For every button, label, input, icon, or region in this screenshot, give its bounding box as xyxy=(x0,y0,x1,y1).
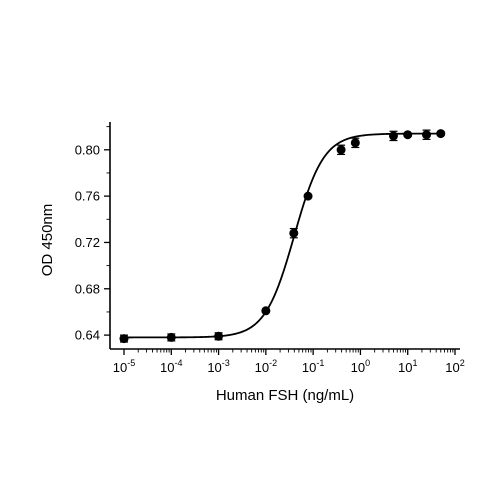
x-tick-base: 10 xyxy=(160,360,174,375)
x-tick-base: 10 xyxy=(445,360,459,375)
x-tick-exponent: -4 xyxy=(175,358,183,368)
x-tick-label: 101 xyxy=(398,358,417,375)
x-tick-exponent: -3 xyxy=(222,358,230,368)
x-tick-exponent: 1 xyxy=(412,358,417,368)
data-point xyxy=(119,334,129,344)
x-tick-exponent: -2 xyxy=(269,358,277,368)
y-tick-label: 0.72 xyxy=(75,235,100,250)
data-point xyxy=(422,130,432,140)
y-tick-group: 0.64 0.68 0.72 0.76 0.80 xyxy=(75,126,110,343)
data-point xyxy=(303,191,313,201)
data-point xyxy=(336,145,346,155)
y-tick-label: 0.64 xyxy=(75,328,100,343)
data-point xyxy=(166,332,176,342)
x-tick-exponent: 2 xyxy=(460,358,465,368)
y-tick-label: 0.76 xyxy=(75,189,100,204)
x-tick-exponent: -1 xyxy=(316,358,324,368)
x-tick-base: 10 xyxy=(255,360,269,375)
data-point xyxy=(436,129,446,139)
data-point xyxy=(403,130,413,140)
x-tick-base: 10 xyxy=(302,360,316,375)
y-tick-label: 0.68 xyxy=(75,281,100,296)
x-tick-label: 10-2 xyxy=(255,358,277,375)
x-tick-label: 10-1 xyxy=(302,358,324,375)
x-tick-group: 10-5 10-4 10-3 10-2 10-1 100 101 102 xyxy=(113,349,465,375)
x-tick-label: 10-3 xyxy=(207,358,229,375)
data-points xyxy=(119,129,446,344)
y-tick-label: 0.80 xyxy=(75,142,100,157)
data-point xyxy=(350,138,360,148)
fit-curve xyxy=(124,132,441,339)
y-axis-label: OD 450nm xyxy=(39,204,56,277)
data-point xyxy=(214,331,224,341)
x-tick-base: 10 xyxy=(207,360,221,375)
x-tick-exponent: 0 xyxy=(365,358,370,368)
data-point xyxy=(261,306,271,316)
x-tick-exponent: -5 xyxy=(127,358,135,368)
x-tick-label: 10-5 xyxy=(113,358,135,375)
data-point xyxy=(388,131,398,141)
x-tick-base: 10 xyxy=(351,360,365,375)
x-axis-label: Human FSH (ng/mL) xyxy=(216,387,354,404)
x-tick-base: 10 xyxy=(398,360,412,375)
x-tick-base: 10 xyxy=(113,360,127,375)
x-tick-label: 100 xyxy=(351,358,370,375)
data-point xyxy=(289,228,299,238)
x-tick-label: 10-4 xyxy=(160,358,182,375)
x-tick-label: 102 xyxy=(445,358,464,375)
